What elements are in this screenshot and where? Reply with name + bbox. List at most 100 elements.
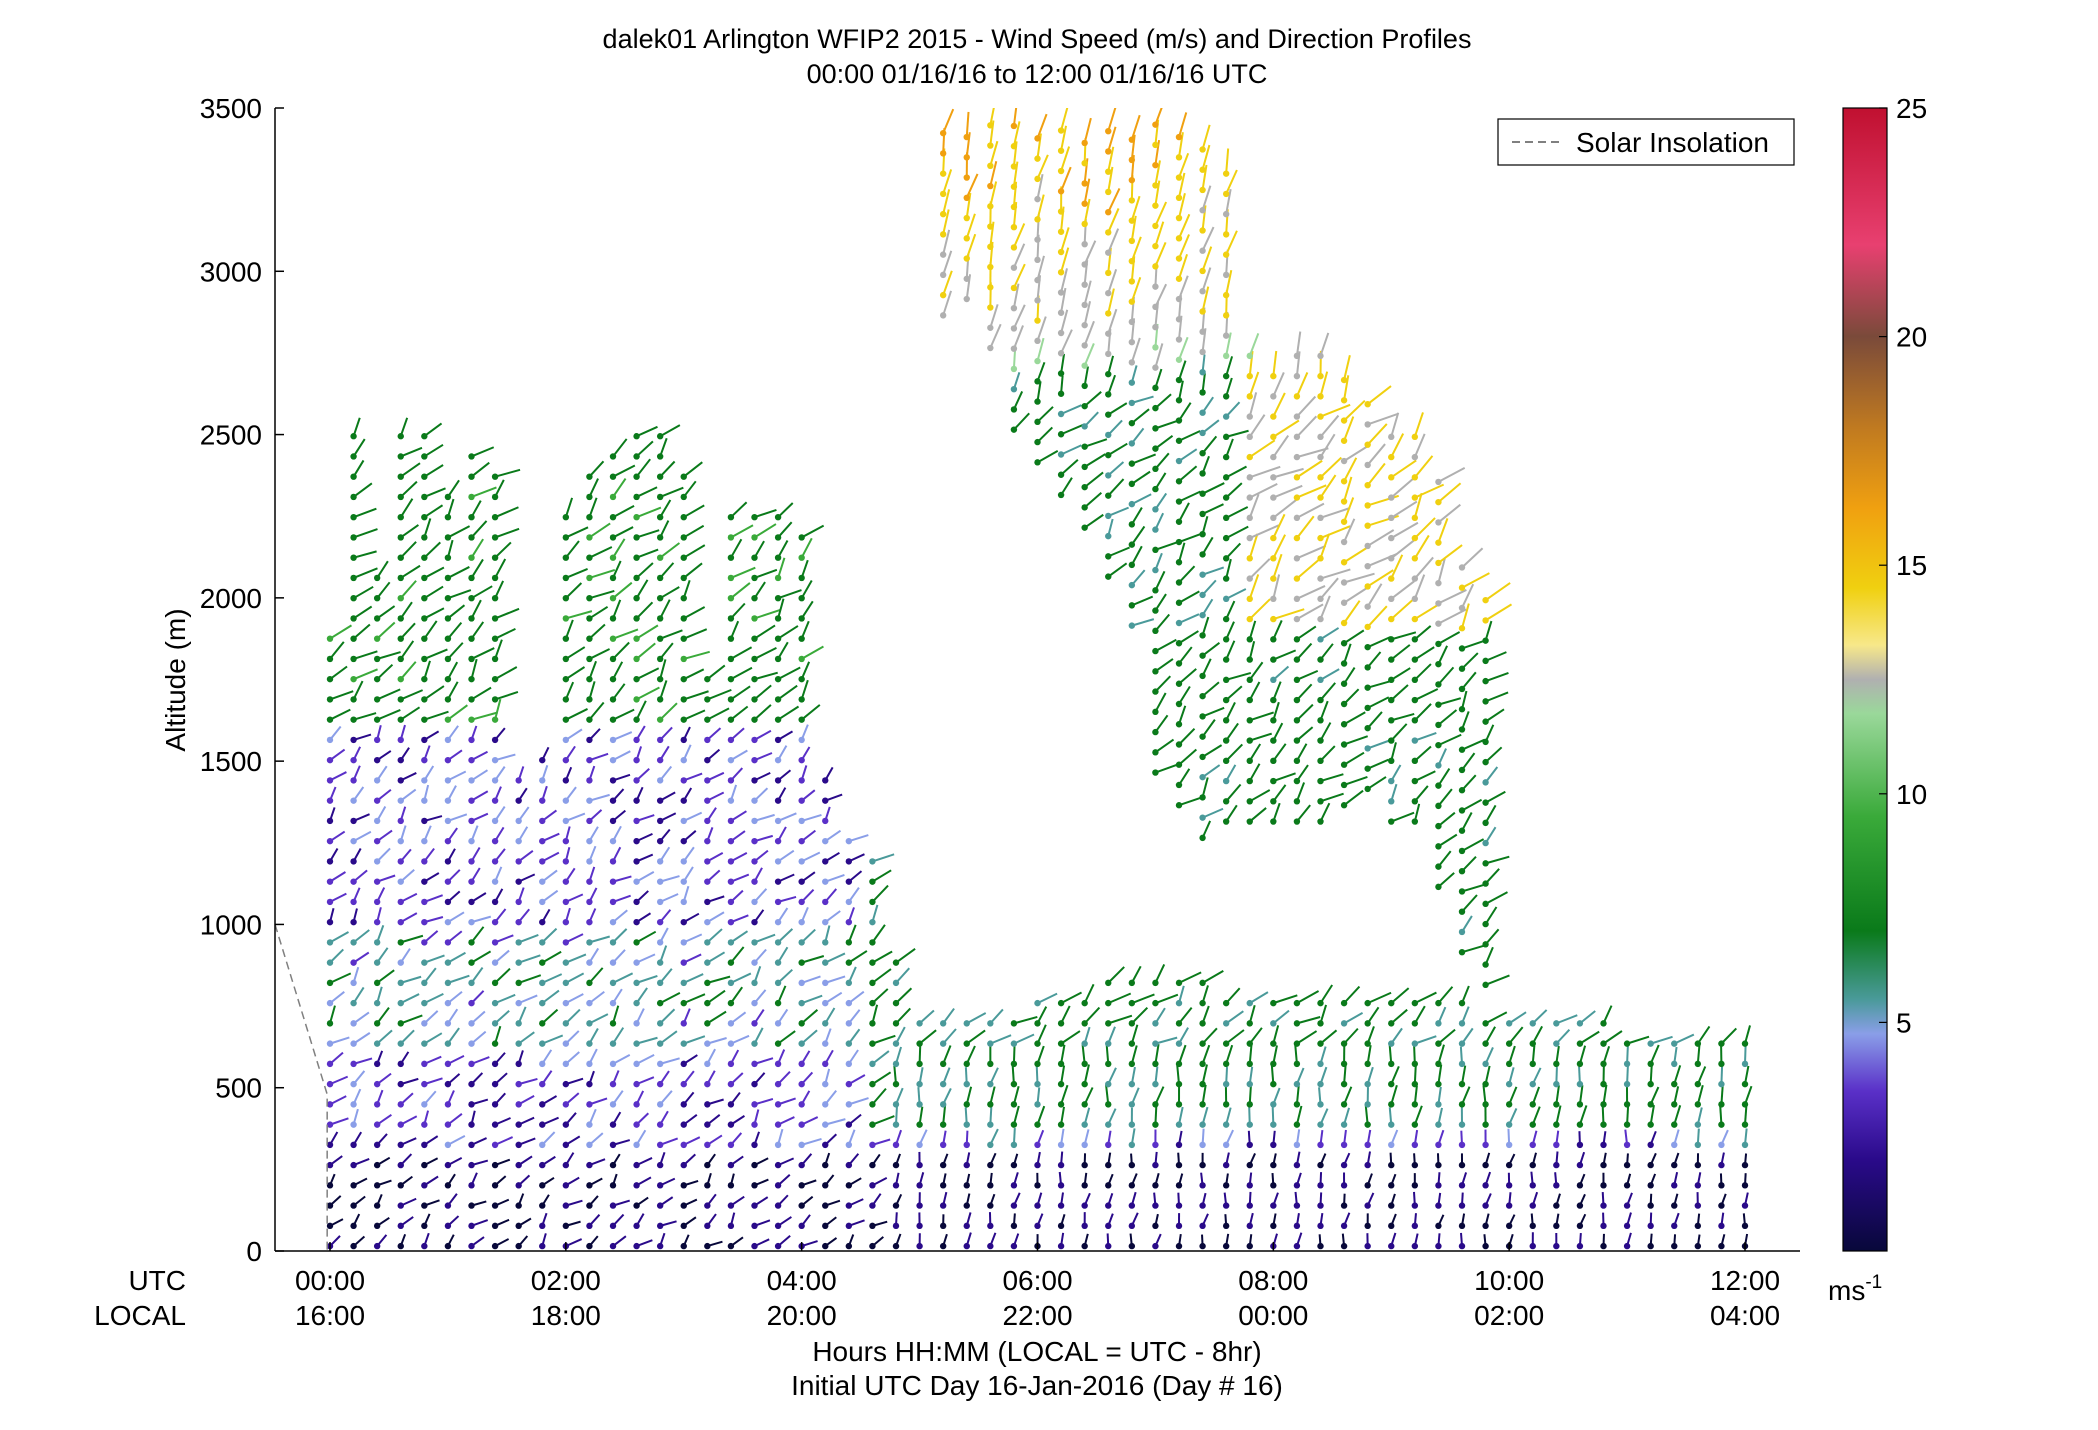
- wind-barb-dot: [563, 534, 569, 540]
- wind-barb-dot: [1152, 1101, 1158, 1107]
- wind-barb-dot: [563, 1020, 569, 1026]
- wind-barb-dot: [1600, 1223, 1606, 1229]
- wind-barb-dot: [350, 656, 356, 662]
- wind-barb-dot: [1223, 1243, 1229, 1249]
- wind-barb-dot: [515, 899, 521, 905]
- wind-barb-dot: [1718, 1223, 1724, 1229]
- wind-barb-dot: [704, 757, 710, 763]
- wind-barb-dot: [1223, 555, 1229, 561]
- wind-barb-dot: [1577, 1101, 1583, 1107]
- wind-barb-dot: [1176, 559, 1182, 565]
- wind-barb-dot: [1388, 1040, 1394, 1046]
- wind-barb-dot: [421, 757, 427, 763]
- wind-barb-dot: [987, 223, 993, 229]
- wind-barb-dot: [1412, 434, 1418, 440]
- wind-barb-dot: [586, 777, 592, 783]
- wind-barb-dot: [1058, 350, 1064, 356]
- wind-barb-dot: [1105, 209, 1111, 215]
- wind-barb-dot: [987, 1101, 993, 1107]
- wind-barb-dot: [1412, 758, 1418, 764]
- wind-barb-dot: [1553, 1243, 1559, 1249]
- wind-barb-dot: [468, 737, 474, 743]
- wind-barb-dot: [1011, 1243, 1017, 1249]
- wind-barb-dot: [940, 1121, 946, 1127]
- wind-barb-dot: [1270, 798, 1276, 804]
- wind-barb-dot: [1317, 737, 1323, 743]
- wind-barb-dot: [327, 716, 333, 722]
- wind-barb-dot: [1435, 1223, 1441, 1229]
- wind-barb-dot: [1412, 1000, 1418, 1006]
- wind-barb-dot: [1270, 818, 1276, 824]
- wind-barb-dot: [468, 980, 474, 986]
- wind-barb-dot: [398, 696, 404, 702]
- wind-barb-dot: [1011, 1061, 1017, 1067]
- wind-barb-dot: [445, 1142, 451, 1148]
- wind-barb-dot: [421, 656, 427, 662]
- wind-barb-dot: [1364, 543, 1370, 549]
- wind-barb-dot: [421, 1223, 427, 1229]
- wind-barb-dot: [610, 1101, 616, 1107]
- wind-barb-dot: [515, 797, 521, 803]
- wind-barb-dot: [657, 595, 663, 601]
- wind-barb-dot: [751, 737, 757, 743]
- wind-barb-dot: [751, 858, 757, 864]
- wind-barb-dot: [1412, 1202, 1418, 1208]
- wind-barb-dot: [728, 1223, 734, 1229]
- wind-barb-dot: [1105, 249, 1111, 255]
- wind-barb-dot: [610, 1202, 616, 1208]
- wind-barb-dot: [1247, 1000, 1253, 1006]
- wind-barb-dot: [1624, 1061, 1630, 1067]
- wind-barb-dot: [987, 1020, 993, 1026]
- wind-barb-dot: [468, 919, 474, 925]
- wind-barb-dot: [704, 1061, 710, 1067]
- wind-barb-dot: [940, 1202, 946, 1208]
- wind-barb-dot: [563, 818, 569, 824]
- wind-barb-dot: [681, 1121, 687, 1127]
- wind-barb-dot: [1530, 1182, 1536, 1188]
- wind-barb-dot: [822, 1101, 828, 1107]
- wind-barb-dot: [350, 575, 356, 581]
- wind-barb-dot: [1341, 579, 1347, 585]
- wind-barb-dot: [1695, 1040, 1701, 1046]
- wind-barb-dot: [1388, 474, 1394, 480]
- wind-barb-dot: [1058, 411, 1064, 417]
- wind-barb-dot: [1081, 322, 1087, 328]
- wind-barb-dot: [633, 797, 639, 803]
- wind-barb-dot: [1152, 162, 1158, 168]
- wind-barb-dot: [1152, 1000, 1158, 1006]
- wind-barb-dot: [1199, 794, 1205, 800]
- wind-barb-dot: [1199, 369, 1205, 375]
- legend: Solar Insolation: [1498, 119, 1794, 165]
- wind-barb-dot: [1034, 398, 1040, 404]
- wind-barb-dot: [822, 919, 828, 925]
- wind-barb-dot: [610, 554, 616, 560]
- wind-barb-dot: [350, 514, 356, 520]
- wind-barb-dot: [869, 1162, 875, 1168]
- wind-barb-dot: [445, 1040, 451, 1046]
- wind-barb-dot: [657, 818, 663, 824]
- wind-barb-dot: [1294, 1162, 1300, 1168]
- wind-barb-dot: [1176, 1142, 1182, 1148]
- wind-barb-dot: [1412, 798, 1418, 804]
- wind-barb-dot: [586, 1243, 592, 1249]
- wind-barb-dot: [822, 797, 828, 803]
- wind-barb-dot: [798, 980, 804, 986]
- wind-barb-dot: [421, 514, 427, 520]
- wind-barb-dot: [775, 737, 781, 743]
- wind-barb-dot: [1388, 697, 1394, 703]
- wind-barb-dot: [681, 575, 687, 581]
- wind-barb-dot: [445, 1061, 451, 1067]
- wind-barb-dot: [1081, 1182, 1087, 1188]
- wind-barb-dot: [775, 1000, 781, 1006]
- wind-barb-dot: [1199, 1142, 1205, 1148]
- wind-barb-dot: [1199, 1020, 1205, 1026]
- wind-barb-dot: [681, 656, 687, 662]
- wind-barb-dot: [1294, 535, 1300, 541]
- wind-barb-dot: [1459, 564, 1465, 570]
- wind-barb-dot: [1176, 980, 1182, 986]
- wind-barb-dot: [1129, 622, 1135, 628]
- wind-barb-dot: [1105, 452, 1111, 458]
- wind-barb-dot: [775, 1061, 781, 1067]
- wind-barb-dot: [586, 980, 592, 986]
- wind-barb-dot: [350, 878, 356, 884]
